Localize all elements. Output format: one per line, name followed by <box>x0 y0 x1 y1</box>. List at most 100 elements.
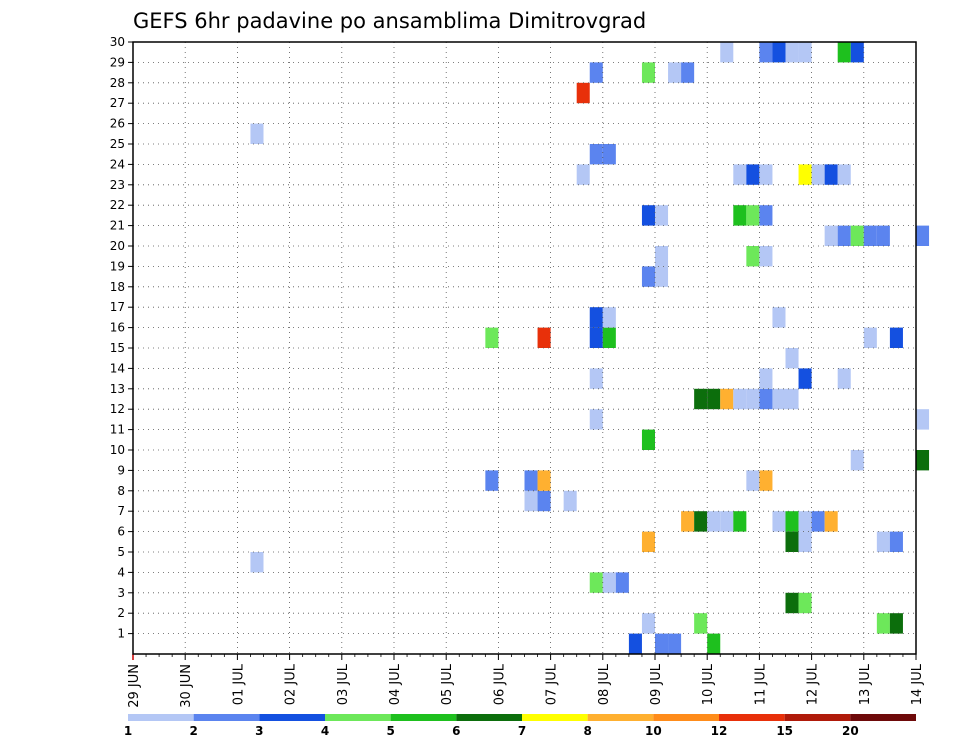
x-tick-label: 14 JUL <box>910 663 925 705</box>
y-tick-label: 10 <box>110 443 125 457</box>
precip-cell <box>824 225 838 246</box>
precip-cell <box>694 613 708 634</box>
precip-cell <box>785 511 799 532</box>
legend-swatch <box>587 714 654 721</box>
precip-cell <box>916 409 930 430</box>
y-tick-label: 28 <box>110 76 125 90</box>
legend-swatch <box>259 714 325 721</box>
x-tick-label: 07 JUL <box>545 663 560 705</box>
precip-cell <box>916 450 930 471</box>
y-tick-label: 24 <box>110 157 125 171</box>
x-tick-label: 06 JUL <box>492 663 507 705</box>
precip-cell <box>537 327 551 348</box>
precip-cell <box>720 511 734 532</box>
precip-cell <box>485 327 499 348</box>
precip-cell <box>602 572 616 593</box>
precip-cell <box>707 511 721 532</box>
y-tick-label: 5 <box>117 545 125 559</box>
precip-cell <box>602 327 616 348</box>
y-tick-label: 20 <box>110 239 125 253</box>
precip-cell <box>733 388 747 410</box>
precip-cell <box>850 225 864 246</box>
legend-label: 2 <box>189 724 197 738</box>
precip-cell <box>655 246 669 267</box>
precip-cell <box>837 164 851 185</box>
x-tick-label: 30 JUN <box>179 664 194 708</box>
precip-cell <box>746 388 760 410</box>
precip-cell <box>628 633 642 654</box>
x-tick-label: 13 JUL <box>858 663 873 705</box>
legend-swatch <box>390 714 457 721</box>
legend-swatch <box>128 714 194 721</box>
chart-title: GEFS 6hr padavine po ansamblima Dimitrov… <box>133 9 646 33</box>
y-tick-label: 18 <box>110 280 125 294</box>
precip-cell <box>589 409 603 430</box>
y-tick-label: 7 <box>117 504 125 518</box>
legend-label: 1 <box>124 724 132 738</box>
precip-cell <box>694 511 708 532</box>
precip-cell <box>759 246 773 267</box>
x-tick-label: 01 JUL <box>231 663 246 705</box>
legend-swatch <box>325 714 391 721</box>
x-tick-label: 11 JUL <box>753 663 768 705</box>
precip-cell <box>889 327 903 348</box>
precip-cell <box>785 388 799 410</box>
y-tick-label: 14 <box>110 361 125 375</box>
precip-cell <box>772 42 786 63</box>
precip-cell <box>524 490 538 512</box>
x-tick-label: 05 JUL <box>440 663 455 705</box>
legend-swatch <box>850 714 916 721</box>
x-axis-date-labels: 29 JUN 30 JUN 01 JUL 02 JUL 03 JUL 04 JUL 05 J… <box>127 654 925 708</box>
precip-cell <box>641 429 655 450</box>
legend-label: 6 <box>452 724 460 738</box>
gridlines <box>133 42 916 654</box>
y-tick-label: 22 <box>110 198 125 212</box>
precip-cell <box>655 633 669 654</box>
y-tick-label: 13 <box>110 382 125 396</box>
legend-label: 12 <box>711 724 728 738</box>
precip-cell <box>250 123 264 144</box>
precip-cell <box>759 164 773 185</box>
precip-cell <box>589 572 603 593</box>
y-tick-label: 9 <box>117 463 125 477</box>
x-tick-label: 02 JUL <box>284 663 299 705</box>
legend-label: 5 <box>386 724 394 738</box>
legend-swatch <box>719 714 785 721</box>
precip-cell <box>863 327 877 348</box>
precip-cell <box>798 592 812 614</box>
precipitation-cells <box>250 42 930 654</box>
y-tick-label: 16 <box>110 321 125 335</box>
precip-cell <box>798 164 812 185</box>
precip-cell <box>563 490 577 512</box>
precip-cell <box>589 327 603 348</box>
precip-cell <box>589 62 603 83</box>
x-tick-label: 08 JUL <box>597 663 612 705</box>
precip-cell <box>798 531 812 552</box>
precip-cell <box>850 42 864 63</box>
precip-cell <box>485 470 499 491</box>
precip-cell <box>876 531 890 552</box>
precip-cell <box>850 450 864 471</box>
y-tick-label: 21 <box>110 219 125 233</box>
precip-cell <box>524 470 538 491</box>
y-tick-label: 30 <box>110 35 125 49</box>
precip-cell <box>720 42 734 63</box>
y-tick-label: 11 <box>110 423 125 437</box>
y-tick-label: 8 <box>117 484 125 498</box>
precip-cell <box>589 368 603 389</box>
legend-label: 3 <box>255 724 263 738</box>
color-legend: 1 2 3 4 5 6 7 8 10 12 15 20 <box>124 714 916 738</box>
legend-swatch <box>653 714 719 721</box>
precip-cell <box>746 246 760 267</box>
precip-cell <box>641 531 655 552</box>
precip-cell <box>746 470 760 491</box>
precip-cell <box>889 613 903 634</box>
precip-cell <box>589 144 603 165</box>
precip-cell <box>733 164 747 185</box>
precip-cell <box>720 388 734 410</box>
precip-cell <box>733 511 747 532</box>
plot-frame <box>132 41 917 655</box>
precip-cell <box>707 388 721 410</box>
